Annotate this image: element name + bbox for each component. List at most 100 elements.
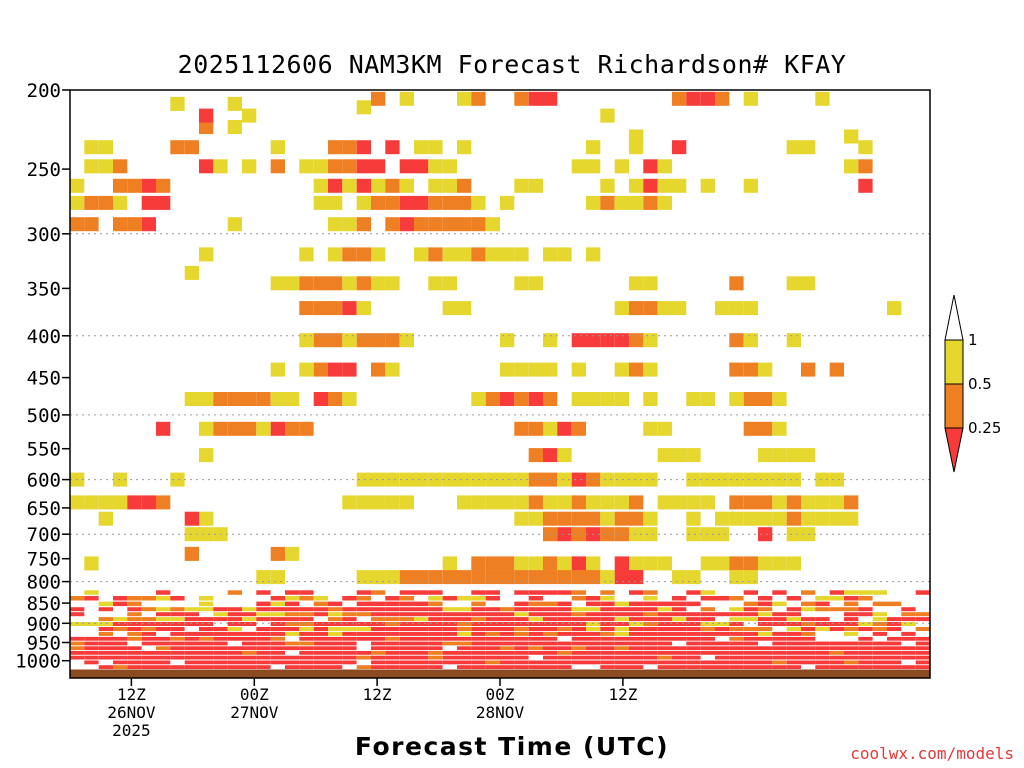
credit-link[interactable]: coolwx.com/models: [850, 744, 1014, 763]
heatmap-cell: [629, 627, 644, 631]
heatmap-cell: [514, 392, 529, 406]
heatmap-cell: [385, 665, 400, 669]
heatmap-cell: [571, 159, 586, 174]
heatmap-cell: [313, 159, 328, 174]
heatmap-cell: [514, 631, 529, 636]
heatmap-cell: [442, 217, 457, 232]
heatmap-cell: [385, 276, 400, 291]
heatmap-cell: [657, 636, 672, 641]
heatmap-cell: [457, 641, 472, 646]
heatmap-cell: [700, 622, 715, 626]
heatmap-cell: [299, 617, 314, 622]
heatmap-cell: [285, 546, 300, 561]
heatmap-cell: [299, 627, 314, 631]
heatmap-cell: [141, 660, 156, 665]
heatmap-cell: [98, 646, 113, 651]
heatmap-cell: [414, 627, 429, 631]
heatmap-cell: [829, 596, 844, 601]
heatmap-cell: [815, 627, 830, 631]
heatmap-cell: [141, 617, 156, 622]
heatmap-cell: [156, 596, 171, 601]
heatmap-cell: [915, 665, 930, 669]
heatmap-cell: [715, 627, 730, 631]
heatmap-cell: [758, 511, 773, 526]
heatmap-cell: [700, 495, 715, 510]
heatmap-cell: [471, 392, 486, 406]
heatmap-cell: [729, 495, 744, 510]
x-tick-label: 28NOV: [476, 703, 525, 722]
heatmap-cell: [213, 641, 228, 646]
heatmap-cell: [500, 247, 515, 262]
heatmap-cell: [715, 596, 730, 601]
heatmap-cell: [786, 665, 801, 669]
heatmap-cell: [113, 617, 128, 622]
heatmap-cell: [858, 646, 873, 651]
heatmap-cell: [399, 655, 414, 660]
heatmap-cell: [657, 660, 672, 665]
heatmap-cell: [414, 617, 429, 622]
heatmap-cell: [342, 660, 357, 665]
heatmap-cell: [786, 636, 801, 641]
heatmap-cell: [285, 646, 300, 651]
heatmap-cell: [657, 655, 672, 660]
heatmap-cell: [385, 617, 400, 622]
heatmap-cell: [328, 636, 343, 641]
heatmap-cell: [715, 641, 730, 646]
heatmap-cell: [672, 495, 687, 510]
heatmap-cell: [285, 590, 300, 595]
y-tick-label: 300: [27, 224, 61, 246]
heatmap-cell: [629, 495, 644, 510]
heatmap-cell: [801, 622, 816, 626]
heatmap-cell: [801, 362, 816, 377]
heatmap-cell: [586, 140, 601, 155]
heatmap-cell: [442, 159, 457, 174]
heatmap-cell: [686, 655, 701, 660]
heatmap-cell: [127, 655, 142, 660]
heatmap-cell: [399, 195, 414, 210]
heatmap-cell: [600, 627, 615, 631]
heatmap-cell: [844, 651, 859, 655]
heatmap-cell: [614, 665, 629, 669]
heatmap-cell: [385, 570, 400, 585]
heatmap-cell: [657, 665, 672, 669]
heatmap-cell: [844, 641, 859, 646]
heatmap-cell: [672, 617, 687, 622]
heatmap-cell: [858, 596, 873, 601]
heatmap-cell: [743, 665, 758, 669]
heatmap-cell: [557, 527, 572, 542]
heatmap-cell: [786, 641, 801, 646]
heatmap-cell: [127, 660, 142, 665]
heatmap-cell: [371, 627, 386, 631]
heatmap-cell: [457, 617, 472, 622]
heatmap-cell: [643, 362, 658, 377]
heatmap-cell: [700, 646, 715, 651]
heatmap-cell: [414, 472, 429, 487]
heatmap-cell: [414, 159, 429, 174]
heatmap-cell: [657, 601, 672, 607]
heatmap-cell: [256, 590, 271, 595]
heatmap-cell: [514, 362, 529, 377]
heatmap-cell: [715, 472, 730, 487]
heatmap-cell: [371, 195, 386, 210]
heatmap-cell: [643, 636, 658, 641]
color-legend: 1 0.5 0.25: [944, 294, 1001, 473]
heatmap-cell: [471, 247, 486, 262]
heatmap-cell: [500, 646, 515, 651]
heatmap-cell: [844, 601, 859, 607]
y-tick-label: 1000: [15, 651, 61, 673]
heatmap-cell: [127, 612, 142, 617]
heatmap-cell: [471, 556, 486, 571]
heatmap-cell: [614, 556, 629, 571]
heatmap-cell: [285, 612, 300, 617]
heatmap-cell: [715, 646, 730, 651]
heatmap-cell: [256, 627, 271, 631]
heatmap-cell: [342, 636, 357, 641]
heatmap-cell: [127, 622, 142, 626]
heatmap-cell: [500, 655, 515, 660]
heatmap-cell: [629, 195, 644, 210]
heatmap-cell: [184, 612, 199, 617]
heatmap-cell: [657, 641, 672, 646]
heatmap-cell: [356, 622, 371, 626]
y-tick-label: 850: [27, 593, 61, 615]
heatmap-cell: [213, 607, 228, 612]
